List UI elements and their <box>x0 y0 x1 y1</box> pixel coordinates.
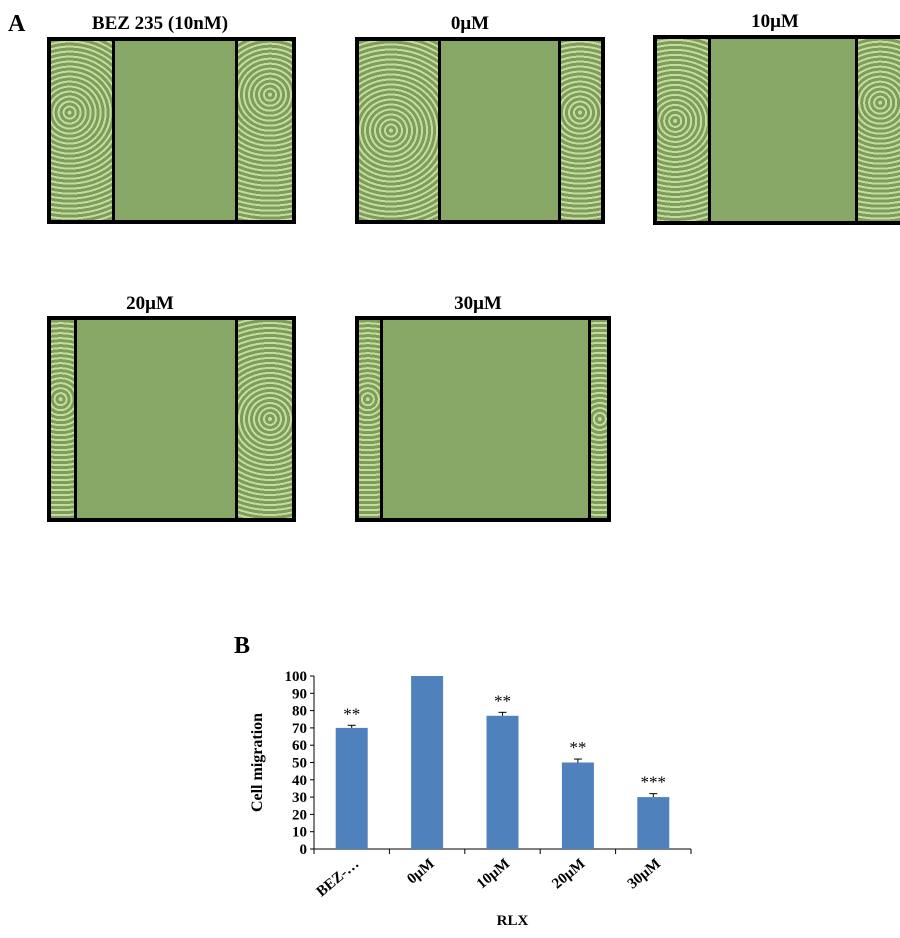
y-tick-label: 30 <box>292 790 307 806</box>
image-title-30um: 30μM <box>454 293 502 314</box>
image-title-0um: 0μM <box>450 13 490 34</box>
cell-layer-right <box>559 41 601 220</box>
x-tick-label: 0μM <box>404 856 437 888</box>
y-tick-label: 10 <box>292 825 307 841</box>
panel-b-label: B <box>234 633 251 659</box>
cell-layer-right <box>237 41 292 220</box>
cell-layer-left <box>51 41 113 220</box>
significance-label: ** <box>343 704 360 723</box>
wound-edge-line <box>112 41 115 220</box>
bar <box>637 797 670 849</box>
wound-gap <box>709 39 856 221</box>
cell-layer-right <box>589 320 607 518</box>
x-tick-label: BEZ-… <box>314 856 363 900</box>
wound-edge-line <box>855 39 858 221</box>
wound-edge-line <box>438 41 441 220</box>
significance-label: ** <box>569 738 586 757</box>
y-tick-label: 20 <box>292 807 307 823</box>
bar <box>335 727 368 849</box>
image-title-20um: 20μM <box>126 293 174 314</box>
cell-layer-right <box>856 39 900 221</box>
y-tick-label: 100 <box>285 669 308 685</box>
wound-edge-line <box>708 39 711 221</box>
x-tick-label: 10μM <box>474 856 513 892</box>
significance-label: *** <box>641 773 667 792</box>
wound-edge-line <box>558 41 561 220</box>
wound-edge-line <box>235 320 238 518</box>
cell-layer-left <box>359 320 381 518</box>
micrograph-0um <box>355 37 605 224</box>
image-title-bez235: BEZ 235 (10nM) <box>91 13 229 34</box>
y-tick-label: 60 <box>292 738 307 754</box>
wound-gap <box>113 41 237 220</box>
panel-a-label: A <box>8 11 26 37</box>
y-tick-label: 50 <box>292 756 307 772</box>
cell-layer-right <box>237 320 292 518</box>
wound-edge-line <box>588 320 591 518</box>
x-tick-label: 30μM <box>625 856 664 892</box>
image-title-10um: 10μM <box>751 11 799 32</box>
micrograph-30um <box>355 316 611 522</box>
significance-label: ** <box>494 691 511 710</box>
y-tick-label: 70 <box>292 721 307 737</box>
micrograph-10um <box>653 35 900 225</box>
cell-layer-left <box>657 39 709 221</box>
bar <box>411 676 444 849</box>
x-axis-title: RLX <box>497 913 529 929</box>
micrograph-20um <box>47 316 296 522</box>
wound-gap <box>75 320 237 518</box>
micrograph-bez235 <box>47 37 296 224</box>
wound-edge-line <box>235 41 238 220</box>
bar <box>486 715 519 849</box>
y-tick-label: 80 <box>292 704 307 720</box>
y-axis-title: Cell migration <box>249 713 266 812</box>
y-tick-label: 0 <box>300 842 308 858</box>
wound-gap <box>439 41 559 220</box>
bar <box>561 762 594 849</box>
cell-layer-left <box>359 41 439 220</box>
x-tick-label: 20μM <box>549 856 588 892</box>
y-tick-label: 90 <box>292 686 307 702</box>
wound-edge-line <box>380 320 383 518</box>
y-tick-label: 40 <box>292 773 307 789</box>
cell-layer-left <box>51 320 75 518</box>
wound-gap <box>381 320 589 518</box>
wound-edge-line <box>74 320 77 518</box>
